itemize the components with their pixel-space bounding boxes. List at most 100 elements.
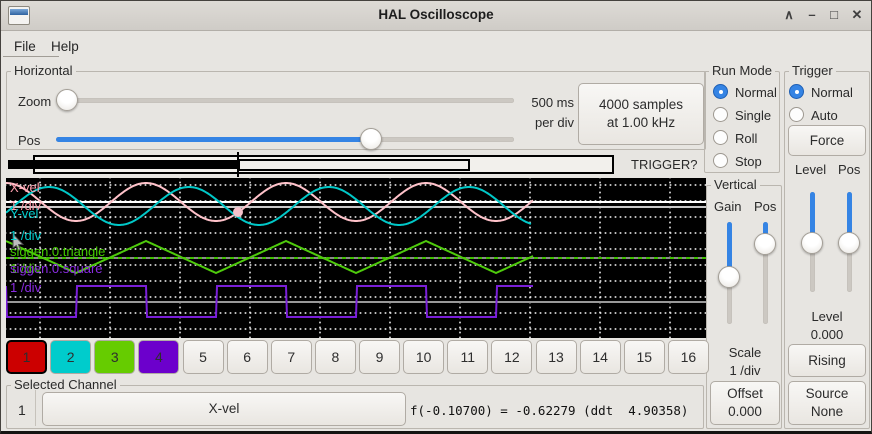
vertical-pos-label: Pos <box>754 199 777 214</box>
run-mode-radio-dot[interactable] <box>713 130 728 145</box>
trace-Y-vel <box>6 186 532 226</box>
selected-channel-frame-label: Selected Channel <box>11 377 120 392</box>
trigger-level-col-label: Level <box>795 162 827 177</box>
trigger-source-button[interactable]: Source None <box>788 381 866 425</box>
channel-baseline <box>6 257 706 259</box>
vertical-frame-label: Vertical <box>711 177 760 192</box>
trigger-slope-button[interactable]: Rising <box>788 344 866 377</box>
run-mode-radio-stop[interactable]: Stop <box>713 153 783 169</box>
scope-channel-label: X-vel <box>10 180 40 195</box>
trigger-frame-label: Trigger <box>789 63 836 78</box>
run-mode-radio-dot[interactable] <box>713 84 728 99</box>
channel-source-label: X-vel <box>208 401 240 416</box>
run-mode-radio-label: Normal <box>735 85 777 100</box>
trace-X-vel <box>6 182 534 222</box>
probe-marker[interactable] <box>233 207 243 217</box>
scope-display[interactable]: X-vel 1 /div Y-vel 1 /div siggen.0.triangle 1… <box>6 178 706 338</box>
gain-slider-handle[interactable] <box>718 266 740 288</box>
run-mode-radio-dot[interactable] <box>713 153 728 168</box>
pos-label: Pos <box>18 133 41 148</box>
channel-button-15[interactable]: 15 <box>623 340 665 374</box>
scale-value: 1 /div <box>729 363 761 378</box>
trace-siggen.0.triangle <box>6 239 534 275</box>
mouse-cursor-icon <box>12 232 25 252</box>
trigger-radio-dot[interactable] <box>789 84 804 99</box>
channel-button-8[interactable]: 8 <box>314 340 356 374</box>
run-mode-frame: Run Mode Normal Single Roll Stop <box>704 63 783 173</box>
rate-per-div-line2: per div <box>534 115 574 130</box>
channel-button-7[interactable]: 7 <box>270 340 312 374</box>
run-mode-radio-dot[interactable] <box>713 107 728 122</box>
horizontal-frame-label: Horizontal <box>11 63 76 78</box>
channel-button-2[interactable]: 2 <box>50 340 92 374</box>
channel-button-row: 1 2 3 4 5 6 7 8 9 10 11 12 13 14 15 16 <box>6 340 709 374</box>
channel-button-12[interactable]: 12 <box>491 340 533 374</box>
trigger-level-slider-handle[interactable] <box>801 232 823 254</box>
vertical-pos-slider-track[interactable] <box>763 222 768 324</box>
trigger-radio-dot[interactable] <box>789 107 804 122</box>
pos-slider-handle[interactable] <box>360 128 382 150</box>
menu-file[interactable]: File <box>14 39 36 54</box>
zoom-slider-handle[interactable] <box>56 89 78 111</box>
menu-help[interactable]: Help <box>51 39 79 54</box>
run-mode-radio-roll[interactable]: Roll <box>713 130 783 146</box>
offset-button[interactable]: Offset 0.000 <box>710 381 780 425</box>
gain-label: Gain <box>714 199 742 214</box>
record-remaining-box <box>238 159 470 171</box>
trigger-pos-slider-handle[interactable] <box>838 232 860 254</box>
channel-button-1[interactable]: 1 <box>6 340 47 374</box>
samples-button[interactable]: 4000 samples at 1.00 kHz <box>578 83 704 145</box>
trigger-level-slider-fill <box>810 192 815 244</box>
window-icon[interactable] <box>8 6 30 25</box>
run-mode-radio-label: Roll <box>735 131 758 146</box>
run-mode-radio-single[interactable]: Single <box>713 107 783 123</box>
channel-button-10[interactable]: 10 <box>403 340 445 374</box>
scope-traces <box>6 182 534 318</box>
trigger-radio-normal[interactable]: Normal <box>789 84 859 100</box>
channel-button-9[interactable]: 9 <box>359 340 400 374</box>
menu-divider <box>3 56 59 57</box>
selected-channel-divider <box>35 390 36 426</box>
zoom-label: Zoom <box>18 94 52 109</box>
pos-slider-fill <box>56 137 371 142</box>
trigger-radio-label: Auto <box>811 108 838 123</box>
force-button-label: Force <box>809 132 845 148</box>
probe-readout: f(-0.10700) = -0.62279 (ddt 4.90358) <box>410 403 689 418</box>
samples-line1: 4000 samples <box>598 97 684 112</box>
trigger-frame: Trigger Normal Auto Force Level Pos Level… <box>784 63 870 429</box>
force-button[interactable]: Force <box>788 125 866 156</box>
minimize-button[interactable]: – <box>808 7 816 22</box>
channel-button-6[interactable]: 6 <box>226 340 268 374</box>
channel-button-16[interactable]: 16 <box>667 340 709 374</box>
channel-button-14[interactable]: 14 <box>579 340 621 374</box>
horizontal-frame: Horizontal <box>6 63 706 150</box>
offset-label: Offset <box>727 386 763 401</box>
channel-baseline <box>6 201 706 203</box>
trigger-radio-auto[interactable]: Auto <box>789 107 859 123</box>
trigger-radio-label: Normal <box>811 85 853 100</box>
channel-button-5[interactable]: 5 <box>182 340 224 374</box>
channel-button-4[interactable]: 4 <box>138 340 180 374</box>
shade-button[interactable]: ∧ <box>784 7 794 22</box>
trigger-pos-slider-fill <box>847 192 852 244</box>
rate-per-div-line1: 500 ms <box>531 95 574 110</box>
channel-button-3[interactable]: 3 <box>94 340 136 374</box>
scope-channel-label: 1 /div <box>10 261 42 276</box>
record-acquired-bar <box>8 160 238 169</box>
channel-button-13[interactable]: 13 <box>535 340 577 374</box>
close-button[interactable]: ✕ <box>851 7 863 22</box>
channel-baseline <box>6 206 706 208</box>
maximize-button[interactable]: □ <box>830 7 838 22</box>
selected-channel-frame: Selected Channel 1 X-vel f(-0.10700) = -… <box>6 377 704 429</box>
record-position-tick[interactable] <box>237 152 239 177</box>
run-mode-radio-label: Stop <box>735 154 762 169</box>
trigger-pos-col-label: Pos <box>838 162 861 177</box>
run-mode-radio-normal[interactable]: Normal <box>713 84 783 100</box>
trigger-level-value: 0.000 <box>810 327 844 342</box>
offset-value: 0.000 <box>728 404 762 419</box>
channel-button-11[interactable]: 11 <box>447 340 489 374</box>
channel-source-button[interactable]: X-vel <box>42 392 406 426</box>
vertical-pos-slider-handle[interactable] <box>754 233 776 255</box>
zoom-slider-track[interactable] <box>56 98 514 103</box>
